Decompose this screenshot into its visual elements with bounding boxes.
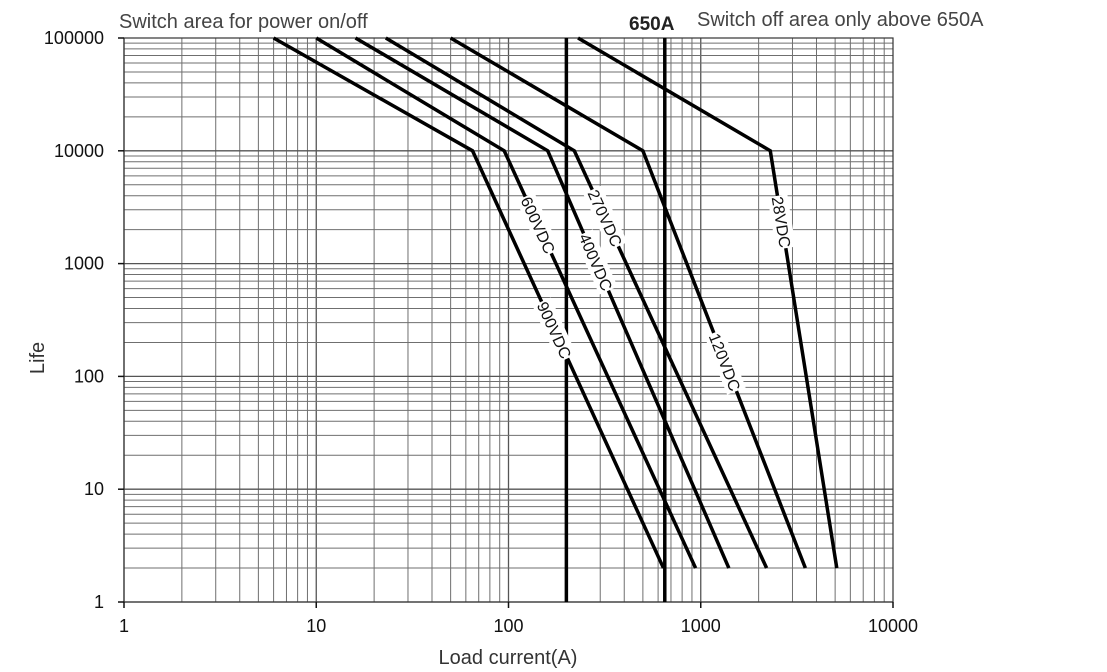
series-line xyxy=(577,36,839,569)
series-line xyxy=(449,36,807,569)
annotation-left-region: Switch area for power on/off xyxy=(119,11,368,33)
series-label: 120VDC xyxy=(705,331,743,394)
annotation-current-limit: 650A xyxy=(629,14,675,35)
series-label: 28VDC xyxy=(768,195,793,249)
series-label-background xyxy=(583,185,628,251)
series-line xyxy=(272,36,666,569)
series-line xyxy=(354,36,731,569)
series-layer xyxy=(272,36,839,569)
y-tick-label: 100000 xyxy=(44,28,104,48)
series-label-group: 600VDC xyxy=(516,192,561,258)
series-line xyxy=(384,36,769,569)
series-label-group: 900VDC xyxy=(532,297,577,363)
y-tick-label: 100 xyxy=(74,366,104,386)
series-label-group: 120VDC xyxy=(704,329,746,395)
series-line xyxy=(315,36,698,569)
annotation-right-region: Switch off area only above 650A xyxy=(697,9,984,31)
x-axis-label: Load current(A) xyxy=(439,647,578,669)
series-label-background xyxy=(574,229,618,295)
y-axis-label: Life xyxy=(27,342,49,374)
x-tick-label: 1000 xyxy=(681,616,721,636)
grid-layer xyxy=(123,37,894,603)
series-label-background xyxy=(767,194,796,250)
series-label-background xyxy=(532,297,577,363)
series-label: 600VDC xyxy=(517,195,558,257)
reference-lines xyxy=(564,38,667,602)
axes: 1 10 100 1000 10000 1 10 100 1000 10000 100000 xyxy=(44,28,918,636)
series-label-group: 28VDC xyxy=(767,194,796,250)
y-tick-label: 10000 xyxy=(54,141,104,161)
x-tick-label: 10 xyxy=(306,616,326,636)
series-label-background xyxy=(704,329,746,395)
y-tick-label: 1000 xyxy=(64,254,104,274)
x-tick-label: 1 xyxy=(119,616,129,636)
y-tick-label: 1 xyxy=(94,592,104,612)
series-label-background xyxy=(516,192,561,258)
x-tick-label: 10000 xyxy=(868,616,918,636)
x-tick-label: 100 xyxy=(493,616,523,636)
y-tick-label: 10 xyxy=(84,479,104,499)
